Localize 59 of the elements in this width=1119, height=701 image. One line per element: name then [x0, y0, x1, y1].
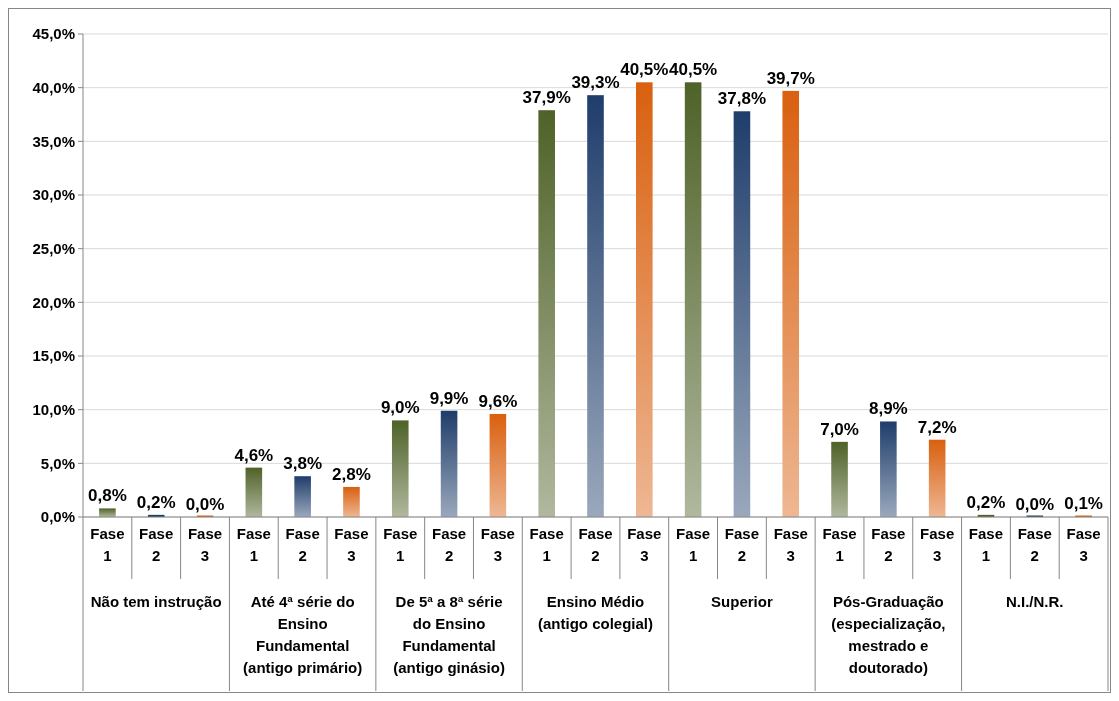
y-tick-label: 25,0%: [32, 239, 75, 257]
text: Fase 1: [529, 525, 564, 564]
text: Fase 2: [139, 525, 174, 564]
data-label: 8,9%: [868, 399, 908, 419]
data-label: 3,8%: [283, 454, 323, 474]
y-tick-label: 0,0%: [40, 508, 75, 526]
series-label: Fase 2: [431, 525, 467, 564]
y-tick-label: 30,0%: [32, 186, 75, 204]
x-tick-label: Superior: [711, 593, 773, 610]
text: Fase 1: [676, 525, 711, 564]
y-tick-label: 5,0%: [40, 454, 75, 472]
x-tick-label: Ensino Médio (antigo colegial): [537, 593, 654, 632]
data-label: 0,0%: [185, 495, 225, 514]
data-label: 39,3%: [571, 73, 620, 93]
text: Fase 2: [871, 525, 906, 564]
data-label: 39,7%: [766, 68, 815, 88]
data-label: 37,8%: [717, 89, 767, 109]
text: Fase 2: [285, 525, 320, 564]
y-tick-label: 10,0%: [32, 400, 75, 418]
text: Fase 1: [968, 525, 1004, 564]
x-tick-label: Pós-Graduação (especialização, mestrado e doutorado): [831, 593, 946, 676]
data-label: 9,9%: [429, 388, 469, 408]
x-tick-label: De 5ª a 8ª série do Ensino Fundamental (antigo ginásio): [393, 593, 505, 676]
x-tick-label: Até 4ª série do Ensino Fundamental (antigo primário): [243, 593, 363, 676]
y-tick-label: 15,0%: [32, 347, 75, 365]
data-label: 37,9%: [522, 88, 571, 108]
text: Fase 1: [90, 525, 125, 564]
data-label: 9,6%: [478, 391, 518, 411]
y-tick-label: 40,0%: [32, 78, 75, 96]
x-tick-label: Não tem instrução: [90, 593, 222, 610]
data-label: 9,0%: [380, 398, 420, 418]
data-label: 0,1%: [1064, 493, 1103, 513]
x-tick-label: N.I./N.R.: [1006, 593, 1064, 610]
text: Fase 2: [724, 525, 760, 564]
y-tick-label: 20,0%: [32, 293, 75, 311]
data-label: 7,2%: [917, 417, 957, 437]
data-label: 40,5%: [620, 60, 669, 80]
data-label: 0,8%: [88, 486, 127, 506]
text: Fase 3: [773, 525, 808, 564]
data-label: 0,2%: [136, 492, 176, 512]
data-label: 4,6%: [234, 445, 274, 465]
y-tick-label: 35,0%: [32, 132, 75, 150]
y-tick-label: 45,0%: [32, 25, 75, 43]
text: Fase 1: [822, 525, 857, 564]
series-label: Fase 3: [627, 525, 662, 564]
data-label: 40,5%: [669, 60, 718, 80]
text: Fase 3: [920, 525, 955, 564]
text: Fase 2: [578, 525, 613, 564]
text: Fase 3: [480, 525, 515, 564]
text: Fase 2: [1017, 525, 1052, 564]
text: Fase 3: [187, 525, 223, 564]
data-label: 0,0%: [1015, 495, 1055, 514]
text: Fase 3: [334, 525, 369, 564]
series-label: Fase 1: [383, 525, 418, 564]
data-label: 0,2%: [966, 492, 1006, 512]
data-label: 7,0%: [820, 419, 859, 439]
data-label: 2,8%: [332, 464, 371, 484]
text: Fase 1: [236, 525, 271, 564]
text: Fase 3: [1066, 525, 1101, 564]
